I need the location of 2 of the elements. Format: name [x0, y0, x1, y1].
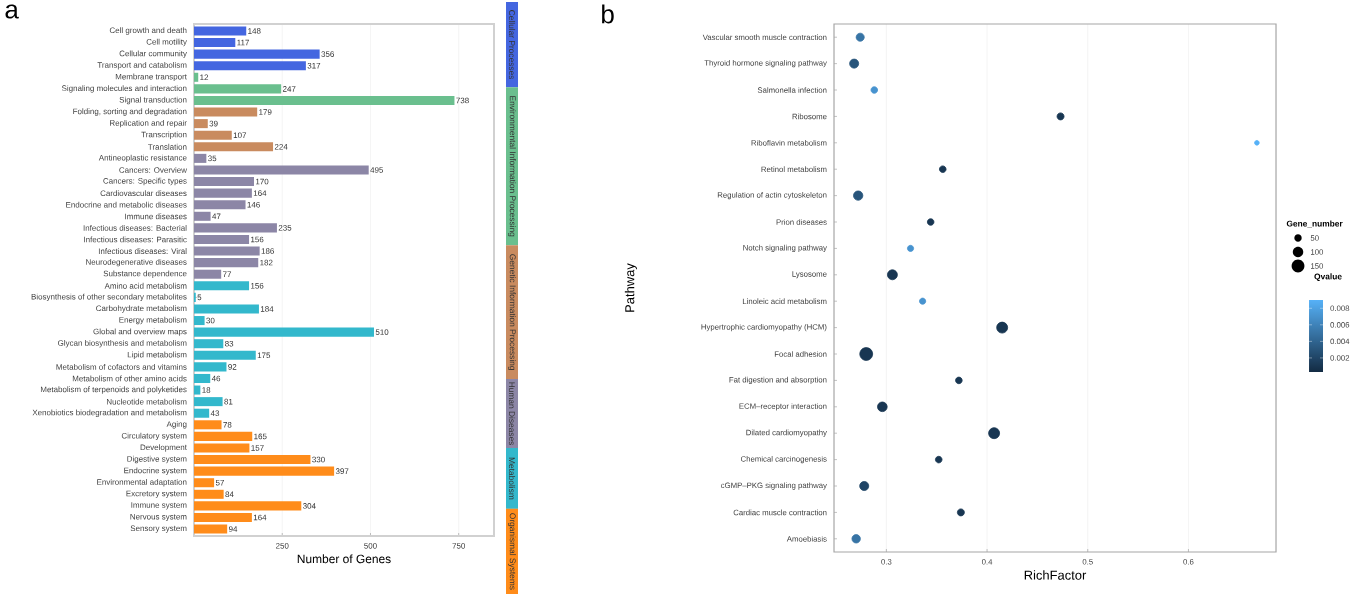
chart-title: a: [5, 4, 19, 19]
text: b: [602, 4, 614, 24]
